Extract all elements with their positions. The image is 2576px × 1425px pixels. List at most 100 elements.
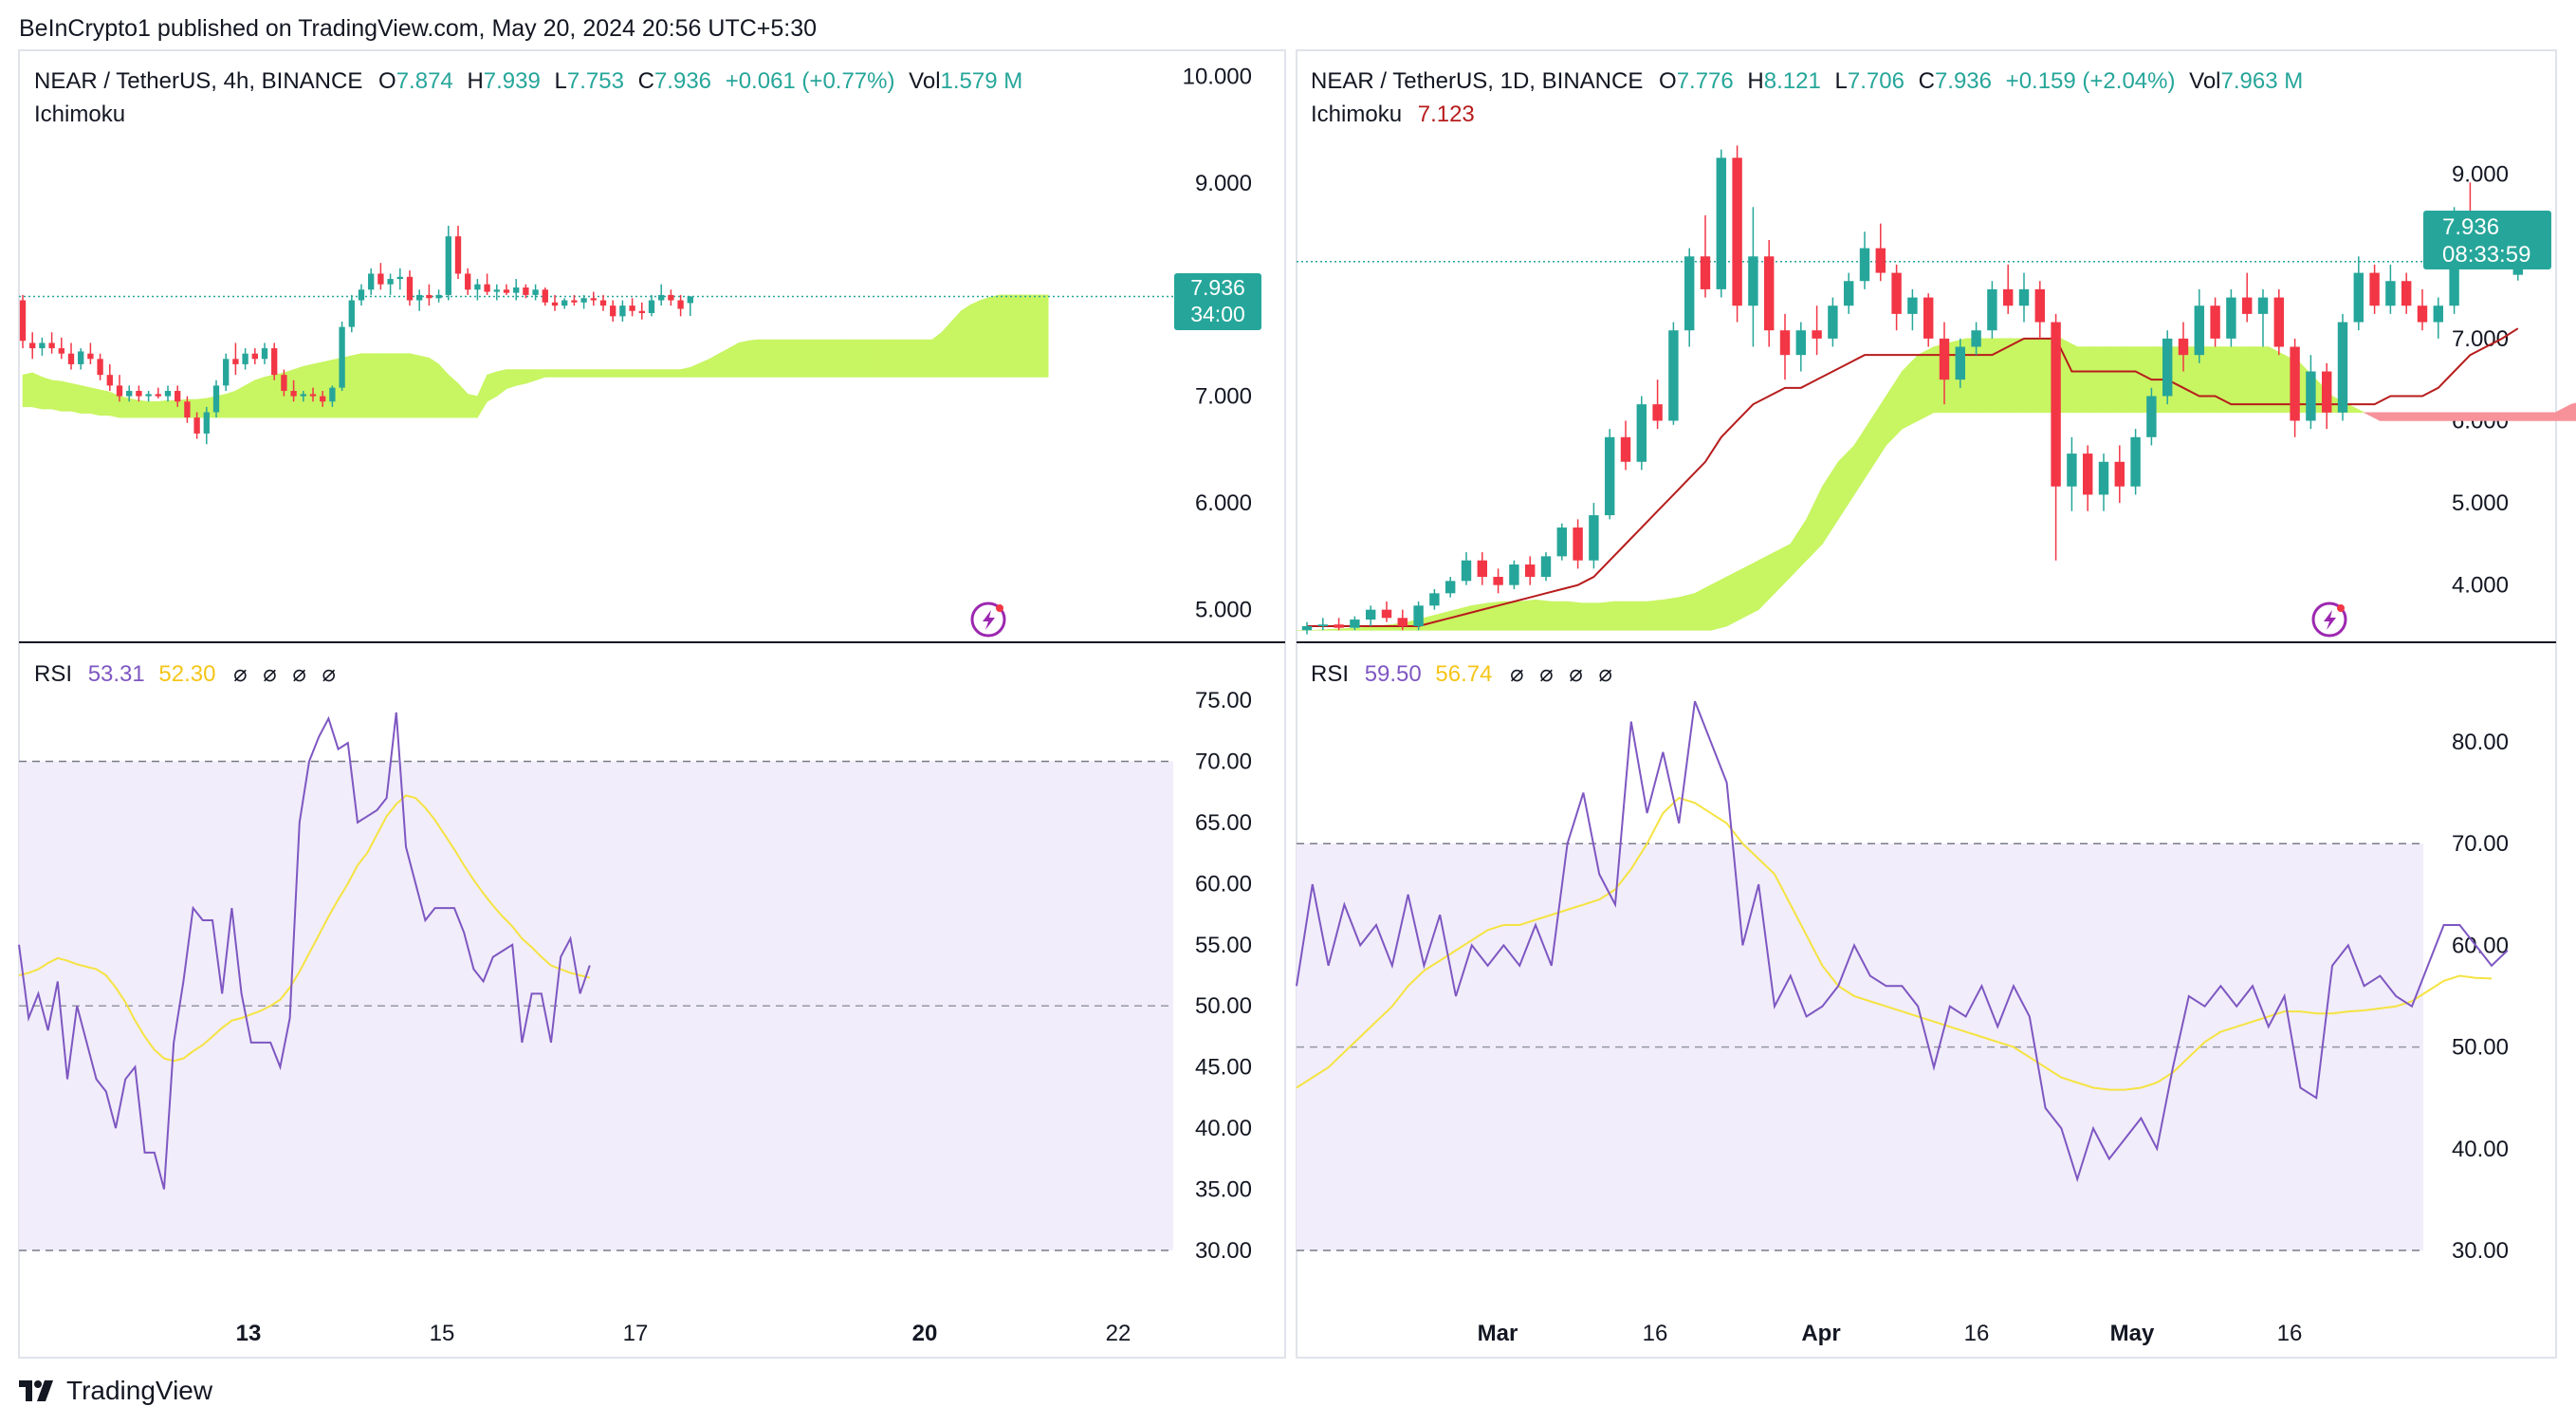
- ichimoku-cloud-segment: [2411, 412, 2429, 421]
- ichimoku-cloud-segment: [1630, 601, 1647, 631]
- candle-body: [87, 353, 94, 360]
- right-chart-title: NEAR / TetherUS, 1D, BINANCE: [1311, 68, 1643, 94]
- candle-body: [638, 310, 645, 314]
- ichimoku-cloud-segment: [1312, 629, 1329, 631]
- candle-body: [580, 298, 587, 303]
- rsi-axis-label: 50.00: [2452, 1035, 2509, 1061]
- left-volume: 1.579 M: [941, 68, 1023, 94]
- x-axis-tick-label: Apr: [1801, 1321, 1840, 1346]
- ichimoku-cloud-segment: [1965, 338, 1982, 414]
- ichimoku-cloud-segment: [892, 339, 904, 378]
- candle-body: [19, 300, 27, 342]
- ichimoku-cloud-segment: [912, 339, 923, 378]
- ichimoku-cloud-segment: [2523, 412, 2540, 421]
- candle-body: [329, 387, 336, 402]
- footer-brand: TradingView: [66, 1376, 213, 1405]
- x-axis-tick-label: 16: [1643, 1321, 1668, 1346]
- ichimoku-cloud-segment: [2570, 402, 2576, 421]
- candle-body: [2146, 396, 2157, 437]
- price-axis-label: 10.000: [1183, 65, 1252, 90]
- candle-body: [2290, 346, 2300, 421]
- ichimoku-cloud-segment: [1726, 567, 1743, 627]
- right-rsi-legend: RSI 59.50 56.74 ⌀ ⌀ ⌀ ⌀: [1311, 661, 1612, 687]
- ichimoku-cloud-segment: [1996, 338, 2015, 414]
- candle-body: [2194, 305, 2205, 356]
- lightning-bolt-icon[interactable]: [970, 601, 1006, 638]
- tradingview-logo-icon: [19, 1380, 53, 1401]
- ichimoku-cloud-segment: [1806, 486, 1823, 562]
- ichimoku-cloud-segment: [563, 369, 575, 378]
- candle-body: [1556, 527, 1568, 557]
- footer: TradingView: [19, 1376, 212, 1406]
- ichimoku-cloud-segment: [931, 331, 943, 378]
- rsi-ma-line: [18, 794, 591, 1063]
- candle-body: [687, 296, 693, 304]
- candle-body: [116, 385, 123, 397]
- candle-body: [474, 284, 481, 290]
- ichimoku-cloud-segment: [1455, 604, 1473, 631]
- right-rsi-ma-value: 56.74: [1435, 661, 1492, 687]
- ichimoku-cloud-segment: [980, 296, 991, 378]
- ichimoku-cloud-segment: [1647, 599, 1664, 631]
- candle-body: [1301, 625, 1313, 631]
- candle-body: [300, 394, 306, 397]
- right-rsi-chart[interactable]: 80.00 70.00 60.00 50.00 40.00 30.00 Mar 16 Apr 16…: [1296, 700, 2509, 1346]
- candle-body: [1923, 297, 1934, 339]
- candle-body: [1859, 248, 1870, 282]
- rsi-axis-label: 65.00: [1195, 810, 1252, 836]
- rsi-axis-label: 30.00: [2452, 1238, 2509, 1264]
- ichimoku-cloud-segment: [622, 369, 633, 378]
- ichimoku-cloud-segment: [1598, 601, 1616, 631]
- left-rsi-legend: RSI 53.31 52.30 ⌀ ⌀ ⌀ ⌀: [34, 661, 336, 687]
- candle-body: [571, 300, 578, 303]
- candle-body: [348, 300, 355, 327]
- candle-body: [1350, 620, 1360, 628]
- candle-body: [358, 289, 365, 301]
- price-axis-label: 7.000: [1195, 384, 1252, 410]
- candle-body: [242, 353, 248, 364]
- ichimoku-cloud-segment: [119, 396, 130, 418]
- left-rsi-chart[interactable]: 75.00 70.00 65.00 60.00 55.00 50.00 45.00 40.00…: [18, 688, 1252, 1346]
- ichimoku-cloud-segment: [999, 294, 1010, 378]
- candle-body: [1397, 618, 1408, 626]
- ichimoku-cloud-segment: [1869, 395, 1886, 472]
- left-low: 7.753: [567, 68, 624, 94]
- ichimoku-cloud-segment: [544, 369, 556, 378]
- candle-body: [261, 348, 268, 360]
- right-countdown: 08:33:59: [2442, 242, 2530, 268]
- ichimoku-cloud-segment: [51, 379, 63, 412]
- rsi-axis-label: 45.00: [1195, 1055, 1252, 1081]
- ichimoku-cloud-segment: [690, 362, 701, 378]
- right-rsi-value: 59.50: [1365, 661, 1422, 687]
- candle-body: [212, 385, 220, 413]
- ichimoku-cloud-segment: [728, 342, 740, 378]
- price-axis-label: 6.000: [1195, 490, 1252, 516]
- candle-body: [1652, 404, 1663, 421]
- lightning-bolt-icon[interactable]: [2311, 601, 2347, 638]
- price-axis-label: 4.000: [2452, 573, 2509, 599]
- candle-body: [1987, 288, 1997, 331]
- x-axis-tick-label: Mar: [1478, 1321, 1518, 1346]
- left-pane-frame: [18, 49, 1286, 1359]
- candle-body: [503, 289, 510, 293]
- ichimoku-cloud-segment: [2092, 346, 2110, 414]
- ichimoku-cloud-segment: [399, 353, 411, 418]
- ichimoku-cloud-segment: [1981, 338, 1998, 414]
- candle-body: [599, 300, 607, 306]
- ichimoku-cloud-segment: [90, 387, 101, 416]
- svg-text:7.936: 7.936: [2442, 214, 2499, 240]
- candle-body: [2162, 338, 2173, 397]
- ichimoku-cloud-segment: [61, 380, 72, 412]
- candle-body: [48, 342, 55, 349]
- candle-body: [1461, 560, 1472, 582]
- left-chart-title: NEAR / TetherUS, 4h, BINANCE: [34, 68, 362, 94]
- ichimoku-cloud-segment: [1902, 354, 1919, 430]
- rsi-axis-label: 60.00: [2452, 933, 2509, 958]
- candle-body: [561, 300, 568, 306]
- rsi-axis-label: 35.00: [1195, 1177, 1252, 1203]
- ichimoku-cloud-segment: [2539, 412, 2556, 421]
- x-axis-tick-label: 22: [1106, 1321, 1132, 1346]
